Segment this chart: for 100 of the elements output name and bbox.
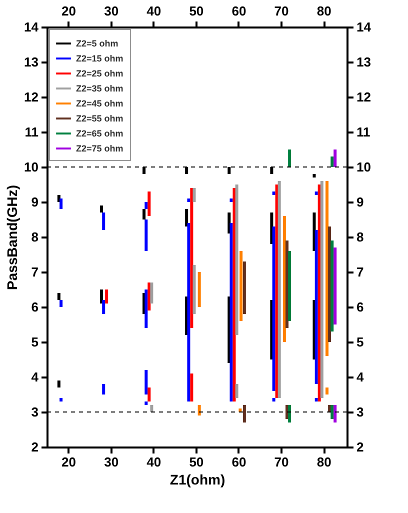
bar [330,240,334,332]
x-tick-label: 50 [189,454,204,470]
bar [187,198,190,202]
bar [334,248,337,324]
bar [272,192,276,195]
x-tick-label: 40 [146,454,162,470]
bar [288,405,292,422]
bar [330,156,334,167]
bar [314,398,318,402]
legend-label: Z2=45 ohm [76,98,124,108]
bar [272,226,276,391]
legend-label: Z2=25 ohm [76,68,124,78]
bar [235,384,238,398]
x2-tick-label: 70 [274,4,289,18]
x2-tick-label: 30 [104,4,119,18]
y-tick-label: 7 [31,264,38,280]
y2-tick-label: 4 [356,370,364,384]
bar [144,290,148,328]
bar [270,212,274,244]
x2-tick-label: 40 [146,4,162,18]
y-tick-label: 9 [31,194,38,210]
bar [144,202,148,209]
bar [330,405,334,419]
x-tick-label: 70 [274,454,289,470]
bar [314,192,318,195]
x2-tick-label: 60 [232,4,246,18]
bar [240,251,243,321]
bar [192,188,196,202]
bar [288,251,292,321]
bar [150,282,154,304]
bar [60,198,63,209]
y2-tick-label: 14 [356,20,372,34]
bar [242,405,246,422]
bar [60,398,63,402]
bar [185,209,188,226]
bar [232,188,236,402]
x-tick-label: 20 [62,454,76,470]
bar [334,405,337,422]
y2-tick-label: 3 [356,404,364,420]
bar [142,209,146,220]
legend-label: Z2=35 ohm [76,84,124,94]
y-tick-label: 14 [24,20,40,34]
legend-label: Z2=55 ohm [76,114,124,124]
bar [190,374,194,402]
bar [57,293,60,300]
bar [102,300,106,314]
y-tick-label: 10 [24,160,38,174]
bar [102,384,106,394]
bar [198,272,201,307]
bar [105,290,108,304]
bar [150,405,154,412]
y2-tick-label: 6 [356,300,364,314]
bar [100,290,103,304]
bar [198,405,201,416]
bar [148,388,151,402]
bar [314,230,318,384]
bar [334,150,337,167]
bar [326,388,328,394]
y-tick-label: 11 [24,124,38,140]
y-tick-label: 5 [31,334,38,350]
y2-tick-label: 8 [356,230,364,244]
legend-label: Z2=5 ohm [76,38,118,48]
y-tick-label: 13 [24,54,38,70]
y-axis-title: PassBand(GHz) [4,184,20,290]
bar [235,184,238,335]
bar [100,206,103,212]
y-tick-label: 3 [31,404,38,420]
y2-tick-label: 5 [356,334,364,350]
bar [312,174,316,178]
bar [144,220,148,251]
y-tick-label: 6 [31,300,38,314]
bar [144,370,148,394]
y2-tick-label: 9 [356,194,364,210]
bar [190,188,194,328]
y2-tick-label: 7 [356,264,364,280]
y-tick-label: 12 [24,90,38,104]
bar [57,380,60,388]
bar [187,223,190,402]
legend-label: Z2=15 ohm [76,54,124,64]
legend-label: Z2=65 ohm [76,128,124,138]
bar [228,212,231,234]
x-tick-label: 30 [104,454,119,470]
y2-tick-label: 12 [356,90,371,104]
x2-tick-label: 20 [62,4,76,18]
bar [60,300,63,307]
bar [272,398,276,402]
x-tick-label: 80 [316,454,332,470]
bar [144,402,148,405]
y2-tick-label: 13 [356,54,371,70]
bar [278,181,281,398]
bar [312,212,316,251]
x-axis-title: Z1(ohm) [170,472,226,488]
y-tick-label: 4 [31,370,40,384]
bar [320,181,324,398]
y2-tick-label: 2 [356,440,364,454]
x2-tick-label: 80 [316,4,332,18]
y2-tick-label: 10 [356,160,371,174]
bar [102,212,106,230]
y-tick-label: 8 [31,230,38,244]
y-tick-label: 2 [31,440,38,454]
